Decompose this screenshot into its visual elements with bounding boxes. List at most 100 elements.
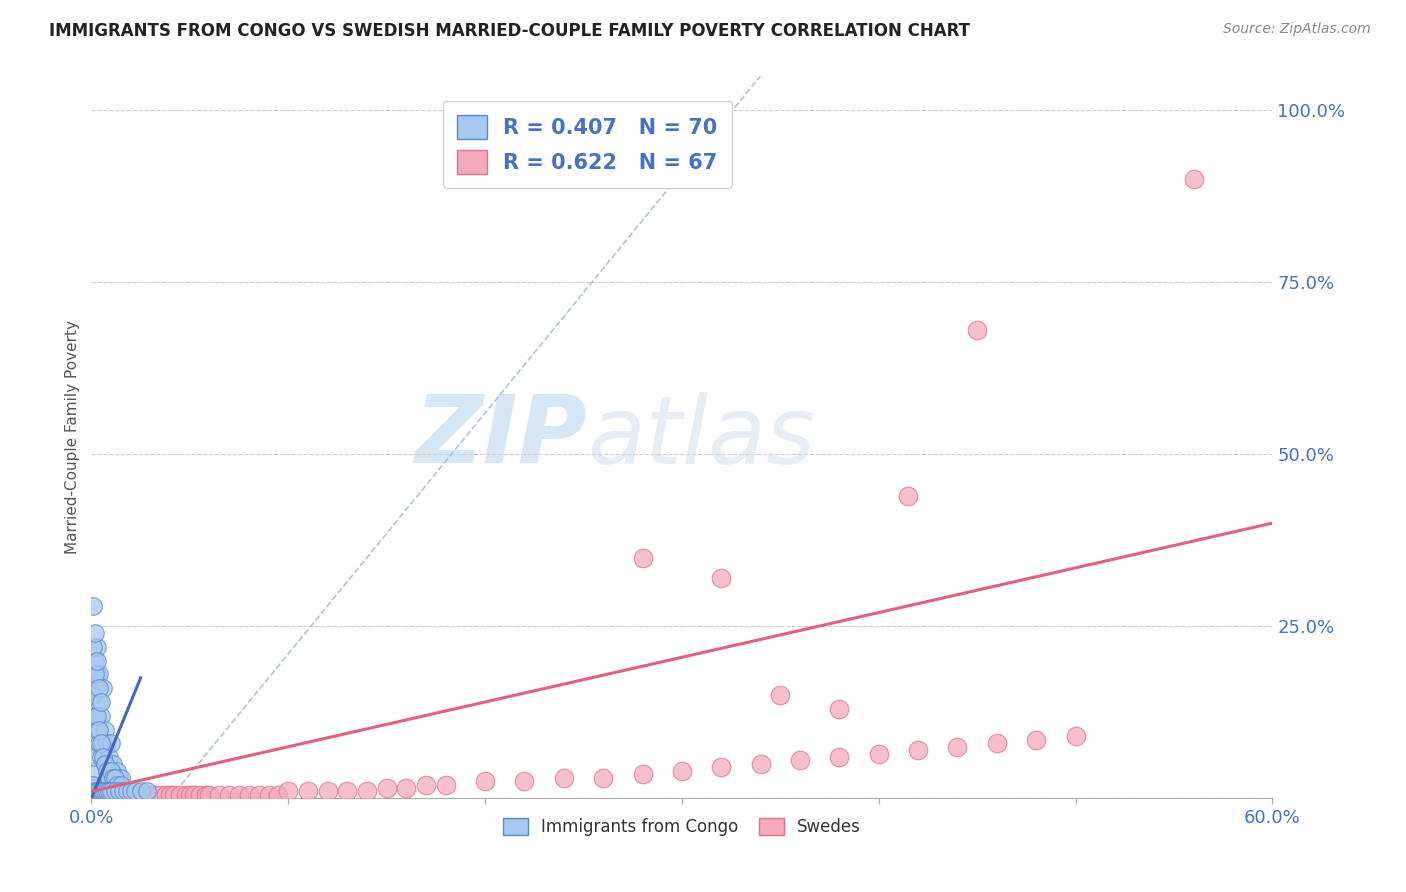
Y-axis label: Married-Couple Family Poverty: Married-Couple Family Poverty — [65, 320, 80, 554]
Point — [91, 750, 114, 764]
Point — [84, 654, 107, 668]
Point — [267, 788, 290, 802]
Point — [257, 788, 280, 802]
Legend: Immigrants from Congo, Swedes: Immigrants from Congo, Swedes — [495, 809, 869, 844]
Point — [91, 784, 114, 798]
Point — [907, 743, 929, 757]
Point — [84, 788, 107, 802]
Point — [208, 788, 231, 802]
Point — [110, 788, 132, 802]
Point — [100, 764, 122, 778]
Point — [415, 778, 437, 792]
Point — [100, 784, 122, 798]
Point — [100, 764, 122, 778]
Point — [946, 739, 969, 754]
Point — [90, 695, 112, 709]
Point — [149, 788, 172, 802]
Point — [135, 788, 157, 802]
Point — [84, 626, 107, 640]
Point — [129, 784, 152, 798]
Point — [111, 784, 134, 798]
Point — [84, 708, 107, 723]
Point — [83, 750, 105, 764]
Point — [108, 784, 131, 798]
Point — [90, 788, 112, 802]
Point — [1064, 730, 1087, 744]
Point — [98, 784, 121, 798]
Point — [94, 756, 117, 771]
Point — [89, 784, 111, 798]
Point — [82, 599, 104, 613]
Point — [110, 778, 132, 792]
Point — [82, 688, 104, 702]
Point — [89, 788, 111, 802]
Point — [277, 784, 299, 798]
Point — [115, 788, 138, 802]
Point — [434, 778, 457, 792]
Text: atlas: atlas — [588, 392, 815, 483]
Point — [86, 723, 108, 737]
Point — [356, 784, 378, 798]
Point — [198, 788, 221, 802]
Point — [98, 750, 121, 764]
Point — [90, 708, 112, 723]
Point — [135, 784, 157, 798]
Point — [90, 784, 112, 798]
Point — [966, 323, 988, 337]
Point — [228, 788, 250, 802]
Point — [297, 784, 319, 798]
Point — [104, 771, 127, 785]
Point — [105, 764, 128, 778]
Point — [98, 788, 121, 802]
Point — [84, 667, 107, 681]
Point — [159, 788, 181, 802]
Point — [84, 681, 107, 696]
Point — [194, 788, 217, 802]
Point — [89, 667, 111, 681]
Point — [592, 771, 614, 785]
Point — [986, 736, 1008, 750]
Point — [82, 764, 104, 778]
Point — [169, 788, 191, 802]
Point — [749, 756, 772, 771]
Point — [91, 681, 114, 696]
Point — [84, 784, 107, 798]
Point — [1025, 732, 1047, 747]
Point — [553, 771, 575, 785]
Point — [82, 778, 104, 792]
Point — [104, 788, 127, 802]
Point — [100, 736, 122, 750]
Point — [828, 702, 851, 716]
Text: Source: ZipAtlas.com: Source: ZipAtlas.com — [1223, 22, 1371, 37]
Point — [86, 640, 108, 654]
Point — [96, 764, 118, 778]
Point — [710, 760, 733, 774]
Point — [336, 784, 359, 798]
Point — [86, 708, 108, 723]
Point — [513, 774, 536, 789]
Point — [238, 788, 260, 802]
Point — [375, 780, 398, 795]
Point — [1182, 172, 1205, 186]
Point — [89, 736, 111, 750]
Point — [115, 784, 138, 798]
Point — [247, 788, 270, 802]
Point — [124, 784, 146, 798]
Point — [90, 736, 112, 750]
Point — [710, 571, 733, 585]
Point — [86, 654, 108, 668]
Point — [89, 723, 111, 737]
Point — [174, 788, 197, 802]
Point — [101, 771, 124, 785]
Point — [82, 778, 104, 792]
Point — [108, 788, 131, 802]
Point — [179, 788, 201, 802]
Point — [91, 736, 114, 750]
Point — [82, 784, 104, 798]
Point — [86, 667, 108, 681]
Point — [82, 736, 104, 750]
Point — [105, 778, 128, 792]
Point — [104, 784, 127, 798]
Point — [89, 695, 111, 709]
Point — [769, 688, 792, 702]
